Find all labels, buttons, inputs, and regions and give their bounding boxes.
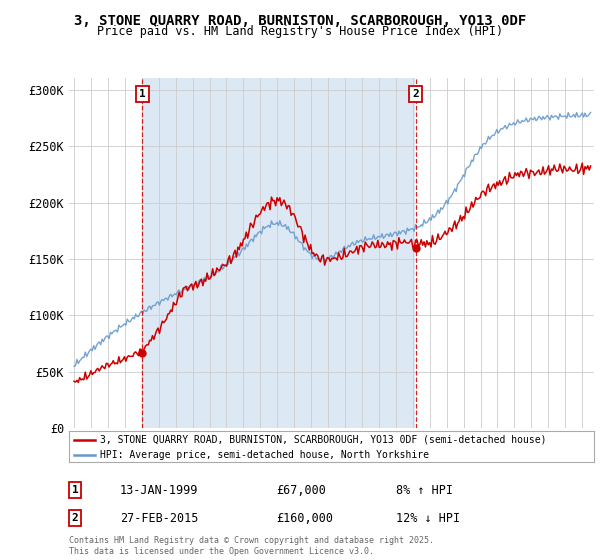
Text: HPI: Average price, semi-detached house, North Yorkshire: HPI: Average price, semi-detached house,… — [101, 450, 430, 460]
Text: 12% ↓ HPI: 12% ↓ HPI — [396, 511, 460, 525]
Text: 1: 1 — [139, 89, 146, 99]
Text: 2: 2 — [412, 89, 419, 99]
Text: 2: 2 — [71, 513, 79, 523]
Text: Price paid vs. HM Land Registry's House Price Index (HPI): Price paid vs. HM Land Registry's House … — [97, 25, 503, 38]
Text: 1: 1 — [71, 485, 79, 495]
Text: 8% ↑ HPI: 8% ↑ HPI — [396, 483, 453, 497]
Text: 13-JAN-1999: 13-JAN-1999 — [120, 483, 199, 497]
Text: Contains HM Land Registry data © Crown copyright and database right 2025.
This d: Contains HM Land Registry data © Crown c… — [69, 536, 434, 556]
Text: 3, STONE QUARRY ROAD, BURNISTON, SCARBOROUGH, YO13 0DF (semi-detached house): 3, STONE QUARRY ROAD, BURNISTON, SCARBOR… — [101, 435, 547, 445]
Text: 3, STONE QUARRY ROAD, BURNISTON, SCARBOROUGH, YO13 0DF: 3, STONE QUARRY ROAD, BURNISTON, SCARBOR… — [74, 14, 526, 28]
Bar — [142, 78, 415, 428]
Text: £67,000: £67,000 — [276, 483, 326, 497]
Text: 27-FEB-2015: 27-FEB-2015 — [120, 511, 199, 525]
Text: £160,000: £160,000 — [276, 511, 333, 525]
